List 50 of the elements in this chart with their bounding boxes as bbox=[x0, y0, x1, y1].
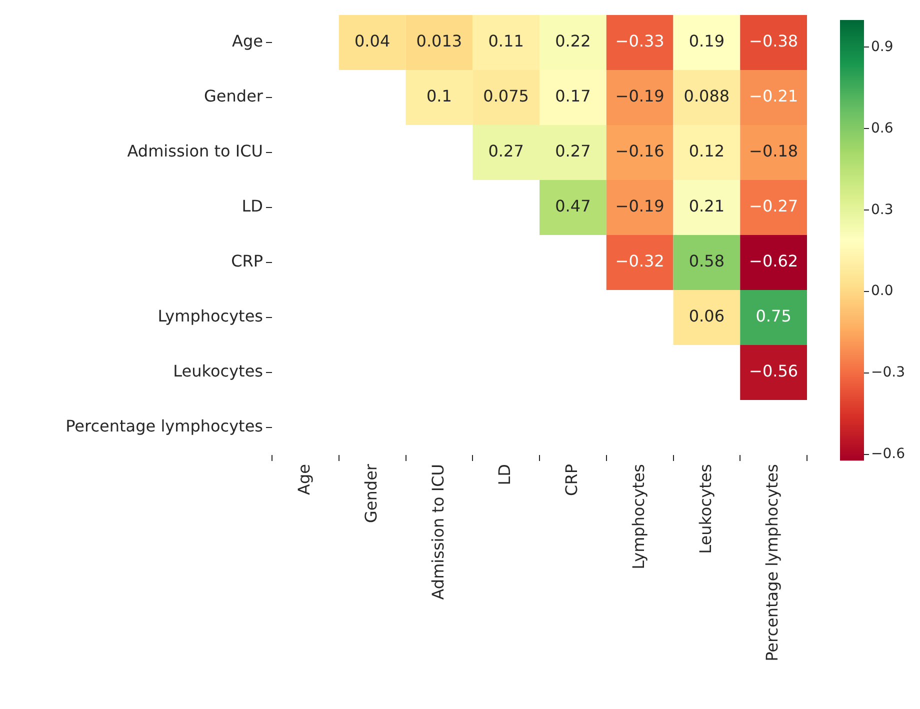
data-label: 0.12 bbox=[688, 142, 724, 161]
data-label: 0.58 bbox=[688, 252, 724, 271]
data-label: 0.17 bbox=[555, 86, 591, 106]
data-label: 0.21 bbox=[688, 196, 724, 216]
data-label: 0.013 bbox=[416, 32, 462, 51]
color-bar-label: −0.3 bbox=[871, 364, 905, 381]
data-label: −0.27 bbox=[749, 196, 798, 216]
data-label: 0.27 bbox=[555, 142, 591, 161]
color-bar-label: 0.3 bbox=[871, 202, 894, 218]
x-tick-label: Percentage lymphocytes bbox=[762, 464, 782, 662]
data-label: 0.1 bbox=[426, 86, 452, 106]
x-tick-label: LD bbox=[495, 464, 514, 486]
x-tick-label: Leukocytes bbox=[696, 464, 715, 554]
data-label: 0.11 bbox=[488, 32, 524, 51]
data-label: −0.21 bbox=[749, 86, 798, 106]
y-tick-label: Leukocytes bbox=[173, 362, 263, 381]
data-label: −0.62 bbox=[749, 252, 798, 271]
data-label: 0.75 bbox=[756, 306, 792, 326]
data-label: 0.04 bbox=[354, 32, 390, 51]
x-tick-label: Gender bbox=[361, 464, 380, 523]
color-bar-label: 0.9 bbox=[871, 38, 894, 55]
y-tick-label: Admission to ICU bbox=[127, 142, 263, 161]
y-tick-label: Lymphocytes bbox=[158, 306, 263, 326]
color-bar-label: −0.6 bbox=[871, 446, 906, 462]
data-label: 0.06 bbox=[688, 306, 724, 326]
data-label: 0.19 bbox=[688, 32, 724, 51]
data-label: −0.33 bbox=[615, 32, 664, 51]
x-tick-label: CRP bbox=[562, 464, 582, 496]
data-label: −0.18 bbox=[749, 142, 798, 161]
data-label: −0.32 bbox=[615, 252, 664, 271]
data-label: −0.38 bbox=[749, 32, 798, 51]
y-tick-label: Percentage lymphocytes bbox=[66, 416, 263, 436]
data-label: −0.56 bbox=[749, 362, 798, 381]
y-tick-label: CRP bbox=[231, 252, 264, 271]
data-label: 0.47 bbox=[555, 196, 591, 216]
data-label: 0.27 bbox=[488, 142, 524, 161]
data-label: −0.16 bbox=[615, 142, 664, 161]
y-tick-label: Gender bbox=[204, 86, 264, 106]
y-tick-label: LD bbox=[242, 196, 263, 216]
data-label: −0.19 bbox=[615, 196, 664, 216]
data-label: 0.075 bbox=[483, 86, 529, 106]
x-tick-label: Admission to ICU bbox=[428, 464, 448, 600]
data-label: 0.088 bbox=[684, 86, 730, 106]
x-tick-label: Age bbox=[294, 464, 314, 495]
y-tick-label: Age bbox=[232, 32, 263, 51]
data-label: 0.22 bbox=[555, 32, 591, 51]
color-bar-label: 0.6 bbox=[871, 120, 894, 136]
color-bar-label: 0.0 bbox=[871, 283, 894, 300]
data-label: −0.19 bbox=[615, 86, 664, 106]
x-tick-label: Lymphocytes bbox=[628, 464, 648, 570]
